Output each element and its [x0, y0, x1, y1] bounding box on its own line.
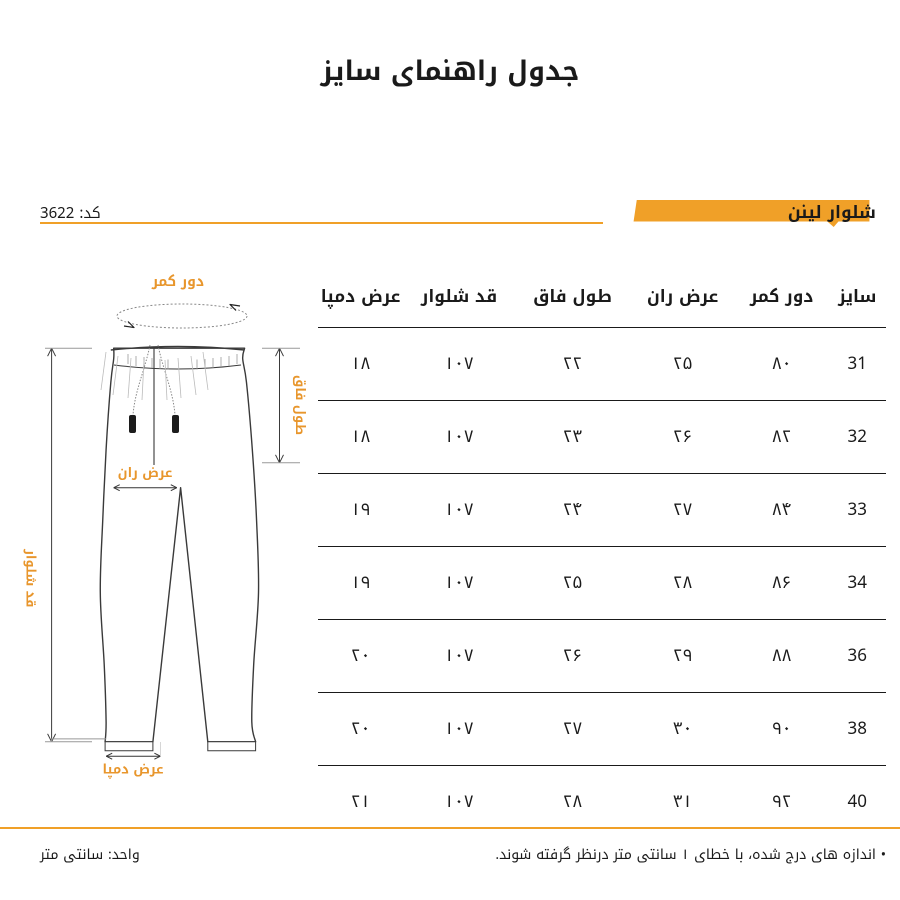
svg-text:دور کمر: دور کمر — [151, 268, 204, 295]
svg-text:طول فاق: طول فاق — [288, 375, 313, 435]
svg-text:عرض ران: عرض ران — [118, 460, 173, 485]
svg-text:قد شلوار: قد شلوار — [18, 548, 43, 607]
svg-text:عرض دمپا: عرض دمپا — [103, 756, 164, 781]
